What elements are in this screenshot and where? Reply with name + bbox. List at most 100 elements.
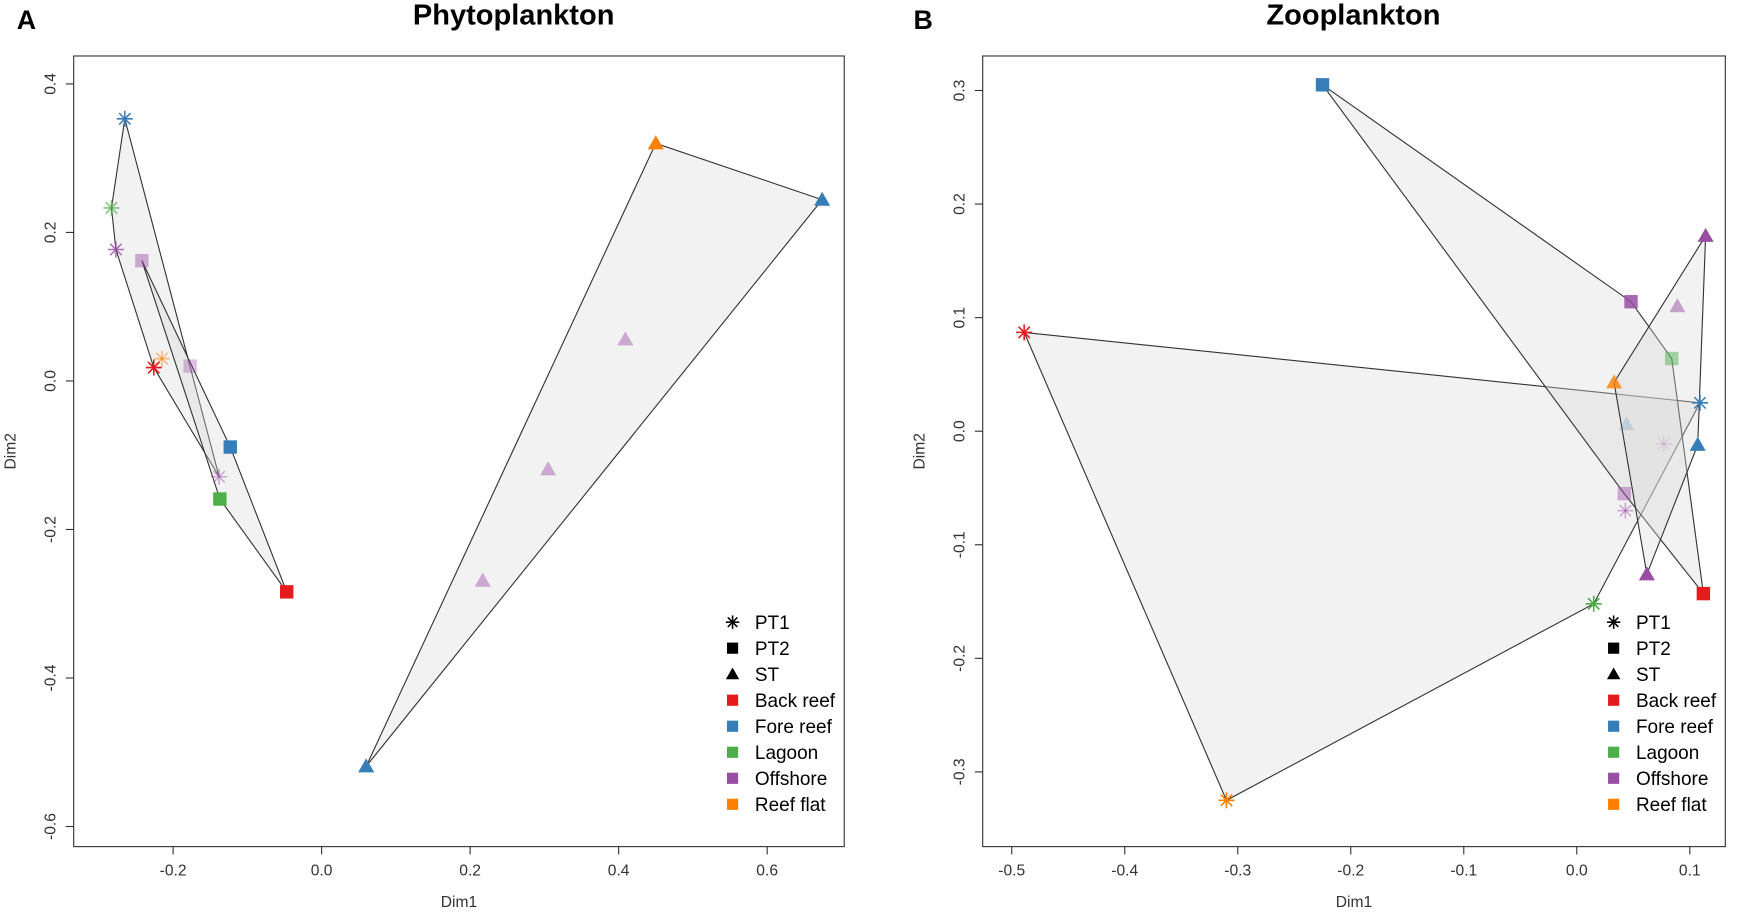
x-tick-label: 0.0: [1566, 863, 1588, 880]
y-tick-label: -0.2: [42, 516, 59, 543]
x-axis-label: Dim1: [1336, 894, 1372, 911]
point-pt2-lagoon: [1665, 351, 1679, 366]
y-axis-label: Dim2: [3, 433, 20, 469]
point-pt1-offshore: [1617, 502, 1634, 519]
asterisk-stroke: [212, 470, 226, 483]
point-pt1-back-reef: [145, 359, 162, 376]
hull-st: [365, 142, 824, 767]
point-pt2-lagoon: [213, 492, 227, 506]
point-pt1-reef-flat: [1218, 792, 1235, 809]
asterisk-stroke: [1619, 504, 1632, 517]
x-axis-label: Dim1: [441, 894, 477, 911]
asterisk-stroke: [1693, 396, 1707, 410]
panel-label: A: [17, 5, 36, 35]
legend-label: Fore reef: [1636, 717, 1714, 738]
legend-lagoon-swatch: [726, 746, 739, 758]
y-tick-label: -0.2: [951, 645, 968, 672]
asterisk-stroke: [727, 616, 738, 628]
point-pt1-lagoon: [103, 199, 120, 216]
point-pt2-back-reef: [1696, 586, 1711, 601]
x-tick-label: 0.2: [459, 863, 481, 880]
point-pt1-fore-reef: [116, 110, 133, 127]
legend: PT1 PT2 ST Back reef Fore reef Lagoon Offshore…: [1606, 613, 1717, 816]
point-pt1-lagoon: [1585, 595, 1602, 612]
point-pt1-reef-flat: [153, 350, 170, 367]
legend-lagoon-swatch: [1608, 746, 1620, 758]
point-st-fore-reef: [1689, 436, 1706, 451]
y-tick-label: -0.1: [951, 531, 968, 558]
legend-back-reef-swatch: [1608, 694, 1620, 706]
y-tick-label: -0.3: [951, 758, 968, 785]
x-tick-label: -0.2: [160, 863, 187, 880]
legend-label: PT2: [755, 639, 790, 660]
y-tick-label: 0.2: [951, 193, 968, 215]
y-tick-label: 0.3: [951, 80, 968, 102]
chart-title: Phytoplankton: [413, 0, 615, 32]
legend-pt2-icon: [1608, 642, 1620, 654]
hull-pt2: [1322, 84, 1705, 596]
y-tick-label: -0.4: [42, 664, 59, 691]
point-pt2-fore-reef: [1315, 78, 1330, 92]
y-tick-label: 0.0: [42, 370, 59, 392]
point-pt2-offshore: [135, 253, 149, 268]
panel-label: B: [913, 5, 932, 35]
asterisk-stroke: [105, 201, 118, 215]
asterisk-stroke: [1017, 326, 1031, 339]
x-tick-label: -0.2: [1337, 863, 1364, 880]
asterisk-stroke: [1619, 504, 1632, 517]
plot-frame: [982, 55, 1726, 848]
x-tick-label: -0.3: [1224, 863, 1251, 880]
legend-label: Lagoon: [755, 743, 818, 764]
legend-offshore-swatch: [726, 772, 739, 784]
point-pt1-back-reef: [1016, 324, 1033, 341]
panel-A: A Phytoplankton -0.2 0.0 0.2 0.4 0.6 -0.6 -0.4 -0…: [3, 0, 845, 911]
legend-st-icon: [1606, 667, 1621, 680]
asterisk-stroke: [1657, 437, 1671, 450]
legend-back-reef-swatch: [726, 694, 739, 706]
asterisk-stroke: [1220, 794, 1233, 807]
point-st-offshore: [474, 572, 491, 587]
asterisk-stroke: [1657, 437, 1671, 450]
x-tick-label: -0.5: [998, 863, 1025, 880]
legend-label: Lagoon: [1636, 743, 1699, 764]
legend: PT1 PT2 ST Back reef Fore reef Lagoon Offshore…: [725, 613, 836, 816]
legend-reef-flat-swatch: [1608, 798, 1620, 810]
legend-st-icon: [725, 667, 740, 680]
legend-label: Fore reef: [755, 717, 833, 738]
point-st-reef-flat: [647, 135, 664, 150]
asterisk-stroke: [109, 243, 123, 256]
legend-label: PT2: [1636, 639, 1671, 660]
x-tick-label: 0.1: [1679, 863, 1701, 880]
y-tick-label: 0.4: [42, 73, 59, 95]
point-st-reef-flat: [1606, 374, 1623, 389]
point-st-offshore: [1669, 298, 1686, 313]
point-pt1-offshore: [1655, 435, 1672, 452]
legend-reef-flat-swatch: [726, 798, 739, 810]
legend-pt1-icon: [1606, 615, 1621, 629]
x-tick-label: -0.4: [1111, 863, 1138, 880]
hull-pt2: [141, 260, 288, 593]
legend-label: Reef flat: [1636, 795, 1707, 816]
point-st-fore-reef: [814, 191, 831, 206]
y-axis-label: Dim2: [912, 433, 929, 469]
x-tick-label: -0.1: [1450, 863, 1477, 880]
legend-pt1-icon: [725, 615, 740, 629]
y-tick-label: 0.2: [42, 222, 59, 244]
asterisk-stroke: [212, 470, 226, 483]
y-tick-label: 0.0: [951, 420, 968, 442]
legend-label: ST: [755, 665, 780, 686]
x-tick-label: 0.4: [608, 863, 630, 880]
legend-offshore-swatch: [1608, 772, 1620, 784]
point-pt2-offshore: [1624, 295, 1638, 309]
point-pt2-offshore: [1617, 486, 1631, 501]
point-pt1-offshore: [107, 241, 124, 258]
point-st-offshore: [1638, 566, 1655, 581]
point-pt1-fore-reef: [1691, 394, 1709, 411]
point-pt2-offshore: [183, 359, 197, 373]
legend-label: Back reef: [755, 691, 836, 712]
point-st-fore-reef: [1618, 416, 1635, 431]
asterisk-stroke: [1587, 597, 1600, 611]
plot-frame: [73, 55, 845, 848]
point-st-offshore: [540, 461, 557, 476]
